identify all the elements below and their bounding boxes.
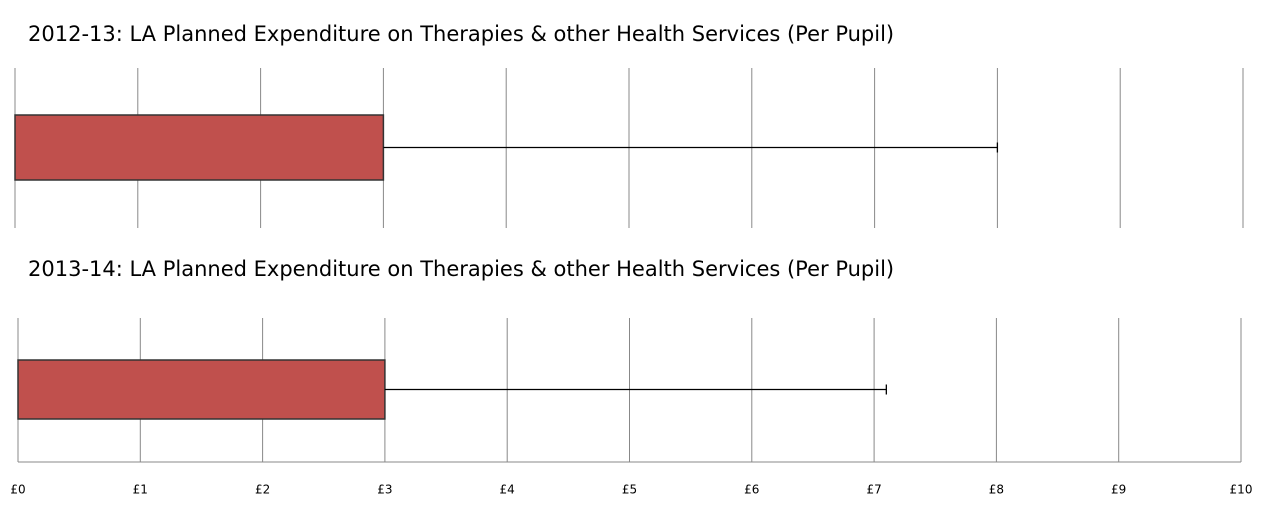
x-tick-label: £6: [744, 483, 759, 497]
x-tick-label: £9: [1111, 483, 1126, 497]
x-tick-label: £0: [10, 483, 25, 497]
x-tick-label: £2: [255, 483, 270, 497]
x-tick-label: £1: [133, 483, 148, 497]
chart-title: 2013-14: LA Planned Expenditure on Thera…: [28, 257, 894, 281]
x-tick-label: £8: [989, 483, 1004, 497]
chart-title: 2012-13: LA Planned Expenditure on Thera…: [28, 22, 894, 46]
x-tick-label: £3: [377, 483, 392, 497]
x-tick-label: £10: [1230, 483, 1253, 497]
bar: [17, 359, 386, 420]
x-tick-label: £7: [866, 483, 881, 497]
x-tick-label: £5: [622, 483, 637, 497]
bar: [14, 114, 385, 181]
x-tick-label: £4: [500, 483, 515, 497]
